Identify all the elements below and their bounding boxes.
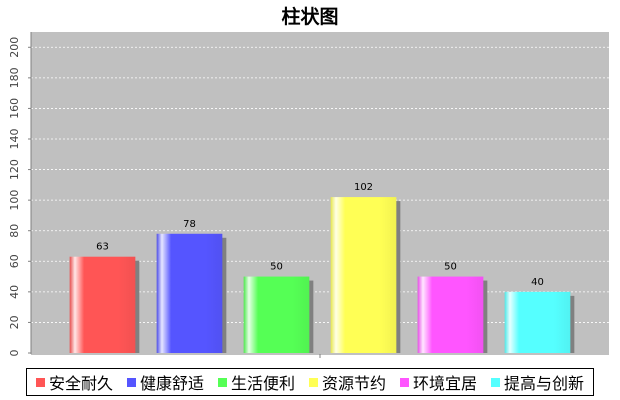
legend-swatch bbox=[490, 377, 500, 387]
legend-label: 安全耐久 bbox=[48, 374, 113, 393]
legend-label: 健康舒适 bbox=[139, 374, 204, 393]
y-tick-label: 160 bbox=[8, 98, 21, 119]
legend-item: 资源节约 bbox=[308, 370, 386, 394]
bar bbox=[504, 291, 571, 353]
legend-item: 安全耐久 bbox=[35, 370, 113, 394]
legend-label: 生活便利 bbox=[230, 374, 295, 393]
y-tick-label: 0 bbox=[8, 350, 21, 357]
bar-chart-plot: 0 20 40 60 80 100 120 140 160 180 200 63 78 50 102 50 40 bbox=[8, 32, 609, 358]
legend-swatch bbox=[217, 377, 227, 387]
legend-swatch bbox=[399, 377, 409, 387]
legend-swatch bbox=[35, 377, 45, 387]
legend-label: 环境宜居 bbox=[412, 374, 477, 393]
y-tick-label: 140 bbox=[8, 129, 21, 150]
bar bbox=[69, 256, 136, 353]
legend-label: 资源节约 bbox=[321, 374, 386, 393]
bar-value-label: 102 bbox=[354, 182, 373, 193]
bar bbox=[330, 197, 397, 353]
legend-item: 环境宜居 bbox=[399, 370, 477, 394]
chart-title: 柱状图 bbox=[281, 6, 339, 28]
y-tick-label: 40 bbox=[8, 285, 21, 299]
bar-value-label: 50 bbox=[444, 262, 457, 273]
y-tick-label: 60 bbox=[8, 254, 21, 268]
legend-label: 提高与创新 bbox=[503, 374, 584, 393]
legend-item: 提高与创新 bbox=[490, 370, 584, 394]
bar bbox=[243, 276, 310, 353]
bar-value-label: 63 bbox=[96, 242, 109, 253]
y-tick-label: 100 bbox=[8, 190, 21, 211]
bar bbox=[156, 233, 223, 353]
bar-value-label: 50 bbox=[270, 262, 283, 273]
legend-item: 生活便利 bbox=[217, 370, 295, 394]
bar-value-label: 40 bbox=[531, 277, 544, 288]
y-tick-label: 180 bbox=[8, 67, 21, 88]
legend-item: 健康舒适 bbox=[126, 370, 204, 394]
y-tick-label: 80 bbox=[8, 224, 21, 238]
legend-swatch bbox=[308, 377, 318, 387]
bar bbox=[417, 276, 484, 353]
y-tick-label: 120 bbox=[8, 159, 21, 180]
legend-swatch bbox=[126, 377, 136, 387]
bar-value-label: 78 bbox=[183, 219, 196, 230]
y-tick-label: 20 bbox=[8, 315, 21, 329]
legend: 安全耐久 健康舒适 生活便利 资源节约 环境宜居 提高与创新 bbox=[26, 368, 594, 396]
y-tick-label: 200 bbox=[8, 37, 21, 58]
